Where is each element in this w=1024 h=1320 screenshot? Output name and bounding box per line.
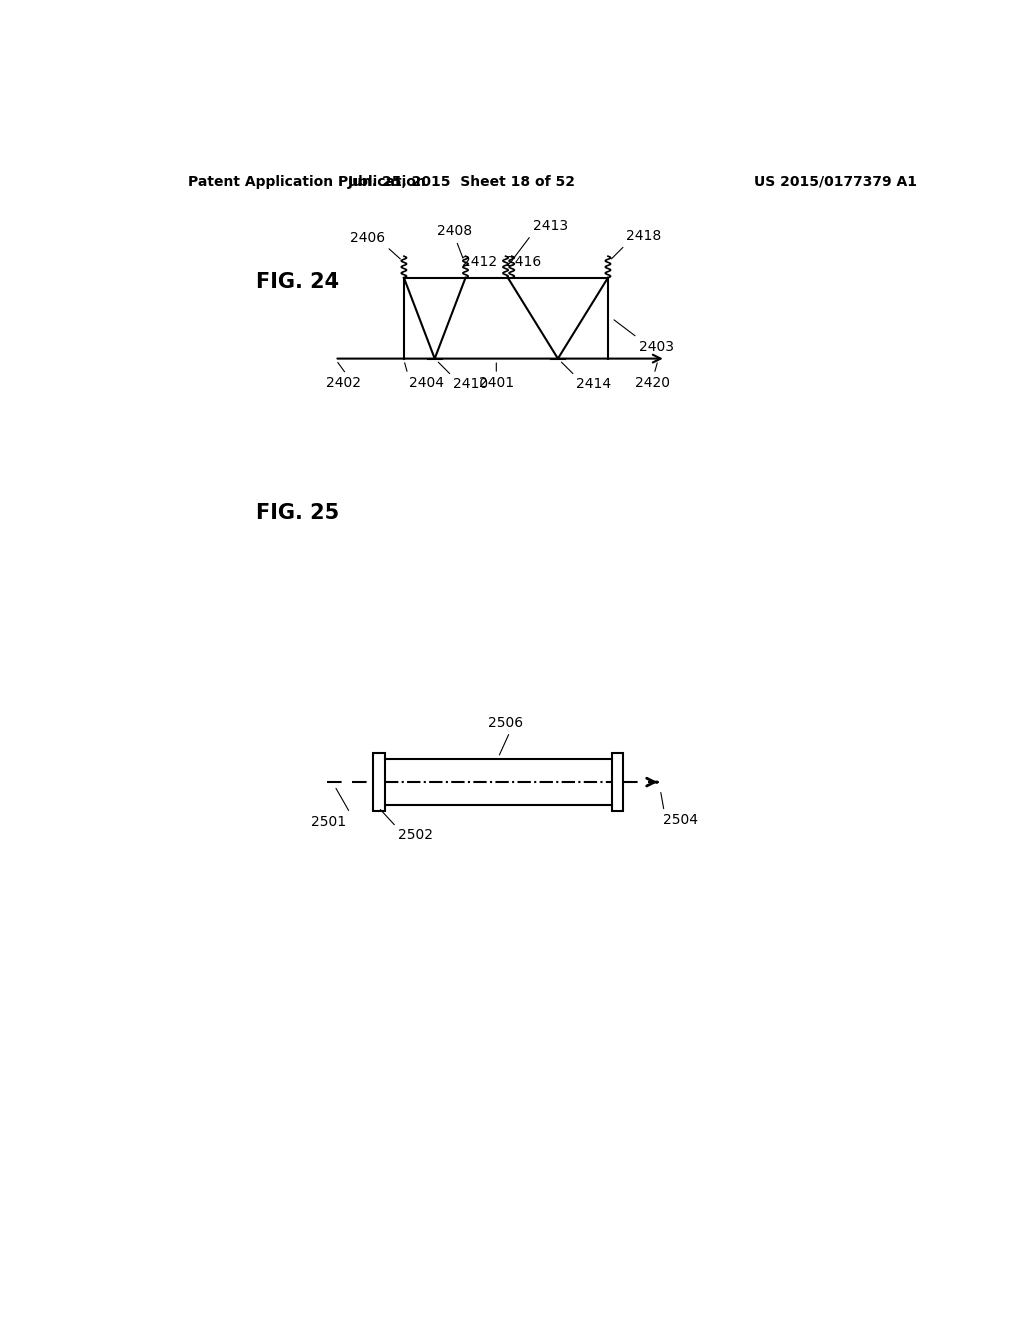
Text: 2418: 2418 — [627, 230, 662, 243]
Text: 2406: 2406 — [350, 231, 385, 244]
Text: US 2015/0177379 A1: US 2015/0177379 A1 — [755, 174, 918, 189]
Text: FIG. 25: FIG. 25 — [256, 503, 339, 523]
Text: 2403: 2403 — [639, 339, 674, 354]
Text: 2420: 2420 — [635, 376, 670, 389]
Text: 2416: 2416 — [506, 255, 542, 268]
Text: 2408: 2408 — [437, 224, 472, 239]
Text: Jun. 25, 2015  Sheet 18 of 52: Jun. 25, 2015 Sheet 18 of 52 — [348, 174, 575, 189]
Text: 2501: 2501 — [311, 816, 346, 829]
Text: 2404: 2404 — [410, 376, 444, 389]
Text: 2506: 2506 — [488, 715, 523, 730]
Text: 2402: 2402 — [327, 376, 361, 389]
Text: 2504: 2504 — [663, 813, 697, 826]
Text: Patent Application Publication: Patent Application Publication — [188, 174, 426, 189]
Text: 2413: 2413 — [532, 219, 567, 234]
Text: 2410: 2410 — [454, 378, 488, 391]
Text: 2414: 2414 — [577, 378, 611, 391]
Text: 2502: 2502 — [397, 829, 433, 842]
Bar — [611, 752, 624, 812]
Text: FIG. 24: FIG. 24 — [256, 272, 339, 292]
Text: 2412: 2412 — [462, 255, 497, 268]
Text: 2401: 2401 — [479, 376, 514, 389]
Bar — [373, 752, 385, 812]
